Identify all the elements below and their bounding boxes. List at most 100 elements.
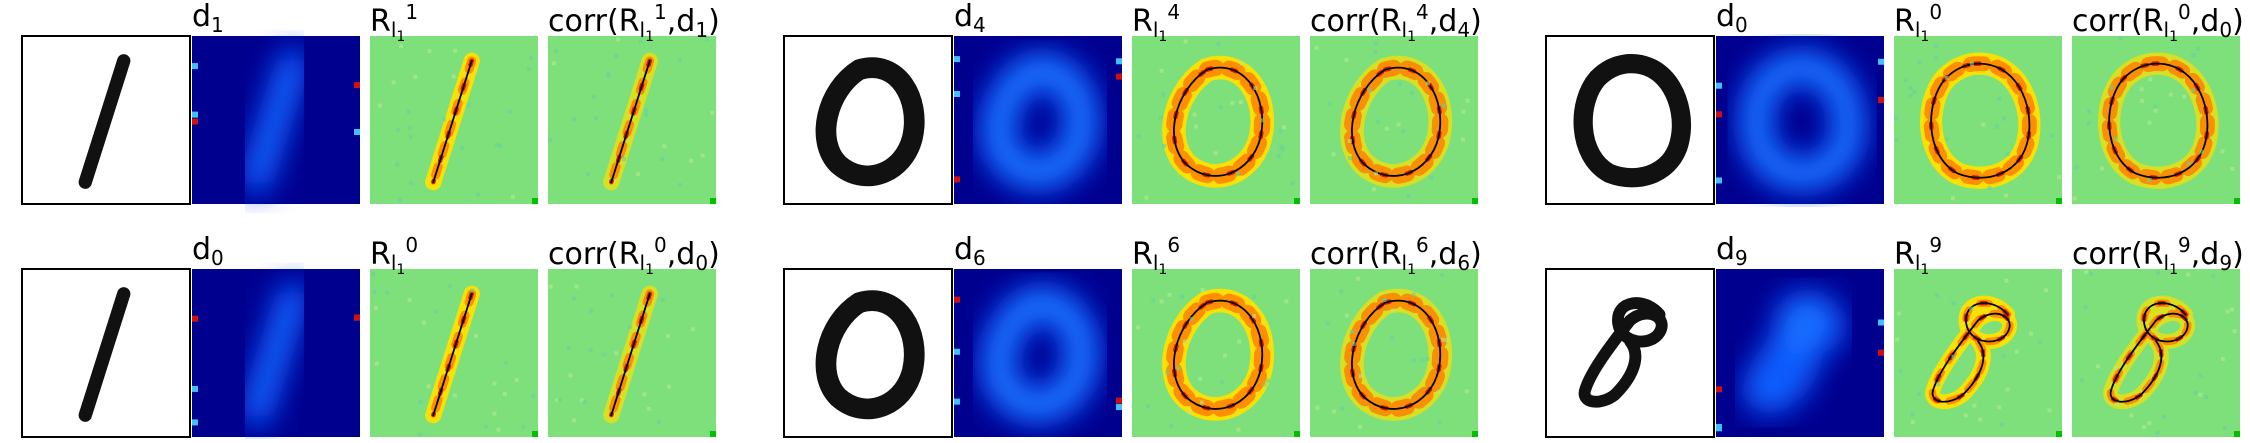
noise-speck <box>622 157 627 162</box>
noise-speck <box>408 134 413 139</box>
d-map-pixel <box>954 90 960 97</box>
digit-contour <box>1173 299 1264 410</box>
noise-speck <box>2222 426 2227 431</box>
noise-speck <box>451 74 456 79</box>
noise-speck <box>1237 339 1242 344</box>
noise-speck <box>1165 370 1170 375</box>
digit-stroke <box>815 57 925 187</box>
input-digit-0 <box>783 268 953 438</box>
noise-speck <box>2153 104 2158 109</box>
noise-speck <box>1200 287 1205 292</box>
noise-speck <box>2147 120 2152 125</box>
noise-speck <box>1934 56 1939 61</box>
label-r: Rl10 <box>370 233 419 278</box>
noise-speck <box>1161 92 1166 97</box>
noise-speck <box>2225 309 2230 314</box>
digit-contour <box>610 292 651 417</box>
label-corr: corr(Rl14,d4) <box>1310 0 1482 45</box>
noise-speck <box>1192 112 1197 117</box>
noise-speck <box>1339 289 1344 294</box>
noise-speck <box>2029 331 2034 336</box>
noise-speck <box>1357 424 1362 429</box>
noise-speck <box>1999 423 2004 428</box>
corner-marker <box>710 198 716 204</box>
noise-speck <box>2186 272 2191 277</box>
label-corr: corr(Rl10,d0) <box>2072 0 2244 45</box>
noise-speck <box>678 182 683 187</box>
noise-speck <box>1260 118 1265 123</box>
digit-contour <box>1931 302 2011 403</box>
noise-speck <box>1384 126 1389 131</box>
noise-speck <box>1136 325 1141 330</box>
noise-speck <box>2083 305 2088 310</box>
digit-stroke <box>815 290 925 420</box>
noise-speck <box>589 308 594 313</box>
noise-speck <box>606 71 611 76</box>
noise-speck <box>427 49 432 54</box>
noise-speck <box>1351 341 1356 346</box>
noise-speck <box>1429 175 1434 180</box>
relevance-map <box>370 36 538 204</box>
noise-speck <box>441 117 446 122</box>
noise-speck <box>1401 129 1406 134</box>
noise-speck <box>644 112 649 117</box>
relevance-map <box>370 269 538 437</box>
noise-speck <box>1179 294 1184 299</box>
digit-contour <box>2108 62 2209 179</box>
noise-speck <box>1894 115 1899 120</box>
noise-speck <box>426 384 431 389</box>
noise-speck <box>677 58 682 63</box>
noise-speck <box>1373 171 1378 176</box>
noise-speck <box>2147 421 2152 426</box>
noise-speck <box>1944 136 1949 141</box>
d-map-pixel <box>1878 319 1884 326</box>
noise-speck <box>1978 417 1983 422</box>
digit-stroke <box>1578 297 1668 408</box>
noise-speck <box>1144 195 1149 200</box>
noise-speck <box>662 144 667 149</box>
noise-speck <box>1917 60 1922 65</box>
d-map-pixel <box>954 348 960 355</box>
noise-speck <box>1969 61 1974 66</box>
noise-speck <box>1240 61 1245 66</box>
noise-speck <box>1981 122 1986 127</box>
noise-speck <box>1350 330 1355 335</box>
label-r: Rl11 <box>370 0 419 45</box>
noise-speck <box>2014 349 2019 354</box>
noise-speck <box>526 67 531 72</box>
noise-speck <box>574 284 579 289</box>
noise-speck <box>1280 147 1285 152</box>
noise-speck <box>1406 194 1411 199</box>
d-map-pixel <box>354 128 360 135</box>
relevance-map <box>1894 269 2062 437</box>
noise-speck <box>2220 357 2225 362</box>
noise-speck <box>1355 276 1360 281</box>
noise-speck <box>1373 41 1378 46</box>
noise-speck <box>1375 119 1380 124</box>
noise-speck <box>1218 105 1223 110</box>
noise-speck <box>447 284 452 289</box>
d-map-pixel <box>954 296 960 303</box>
noise-speck <box>2074 164 2079 169</box>
noise-speck <box>1358 374 1363 379</box>
noise-speck <box>591 94 596 99</box>
d-map-pixel <box>1716 82 1722 89</box>
noise-speck <box>374 361 379 366</box>
noise-speck <box>1950 196 1955 201</box>
noise-speck <box>1895 337 1900 342</box>
correlation-map <box>548 36 716 204</box>
noise-speck <box>1213 151 1218 156</box>
noise-speck <box>2109 85 2114 90</box>
noise-speck <box>1411 292 1416 297</box>
noise-speck <box>385 290 390 295</box>
noise-speck <box>2049 133 2054 138</box>
noise-speck <box>453 48 458 53</box>
correlation-map <box>1310 269 1478 437</box>
noise-speck <box>1159 299 1164 304</box>
noise-speck <box>666 384 671 389</box>
noise-speck <box>1282 125 1287 130</box>
noise-speck <box>1460 137 1465 142</box>
noise-speck <box>552 61 557 66</box>
noise-speck <box>1340 406 1345 411</box>
label-d: d1 <box>192 0 224 37</box>
